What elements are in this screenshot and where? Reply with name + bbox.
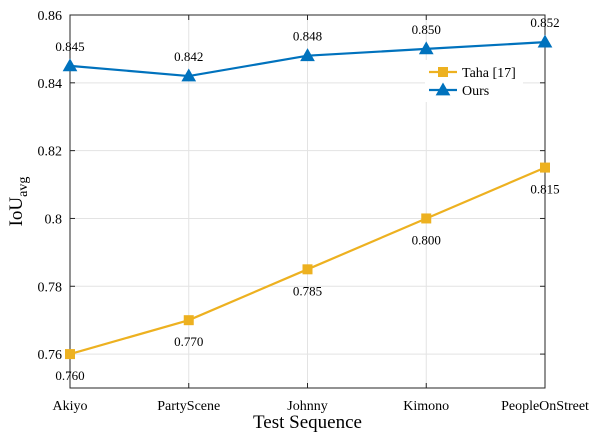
y-axis-title-subscript: avg: [16, 177, 31, 197]
data-label-taha: 0.785: [293, 283, 322, 298]
data-point-taha: [540, 162, 550, 173]
x-tick-label: PeopleOnStreet: [501, 399, 589, 414]
data-point-taha: [183, 315, 194, 326]
x-axis-title: Test Sequence: [253, 412, 362, 433]
data-label-ours: 0.848: [293, 29, 322, 44]
data-point-ours: [418, 41, 434, 55]
data-label-ours: 0.845: [55, 39, 84, 54]
series-layer: [62, 34, 553, 360]
legend-label-taha: Taha [17]: [462, 66, 516, 81]
axes: 0.76 0.78 0.8 0.82 0.84 0.86 Akiyo PartyScene Jo…: [38, 9, 590, 414]
y-tick-label: 0.82: [38, 145, 63, 160]
data-point-ours: [181, 68, 197, 82]
legend-marker-ours: [435, 82, 451, 96]
x-tick-label: Kimono: [403, 399, 449, 414]
data-label-ours: 0.842: [174, 49, 203, 64]
y-axis-title-main: IoU: [6, 197, 27, 227]
data-point-taha: [421, 213, 432, 224]
y-tick-label: 0.76: [38, 348, 63, 363]
data-label-taha: 0.760: [55, 368, 84, 383]
y-tick-label: 0.86: [38, 9, 63, 24]
y-axis-title: IoUavg: [6, 177, 31, 227]
data-point-ours: [537, 34, 553, 48]
data-labels: 0.760 0.770 0.785 0.800 0.815 0.845 0.842 0.848…: [55, 15, 559, 383]
data-label-taha: 0.770: [174, 334, 203, 349]
x-tick-label: Johnny: [287, 399, 327, 414]
y-tick-label: 0.8: [45, 212, 63, 227]
y-tick-label: 0.78: [38, 280, 63, 295]
data-point-taha: [65, 349, 75, 360]
data-label-taha: 0.815: [530, 182, 559, 197]
x-tick-label: Akiyo: [53, 399, 88, 414]
legend: Taha [17] Ours: [425, 60, 523, 102]
series-ours: [62, 34, 553, 82]
legend-label-ours: Ours: [462, 84, 489, 99]
x-tick-label: PartyScene: [157, 399, 220, 414]
series-taha: [65, 162, 550, 360]
data-point-ours: [300, 48, 315, 62]
data-label-taha: 0.800: [412, 232, 441, 247]
data-point-ours: [62, 58, 78, 72]
legend-marker-taha: [438, 67, 448, 77]
data-point-taha: [302, 264, 313, 275]
y-tick-label: 0.84: [38, 77, 63, 92]
data-label-ours: 0.852: [530, 15, 559, 30]
data-label-ours: 0.850: [412, 22, 441, 37]
